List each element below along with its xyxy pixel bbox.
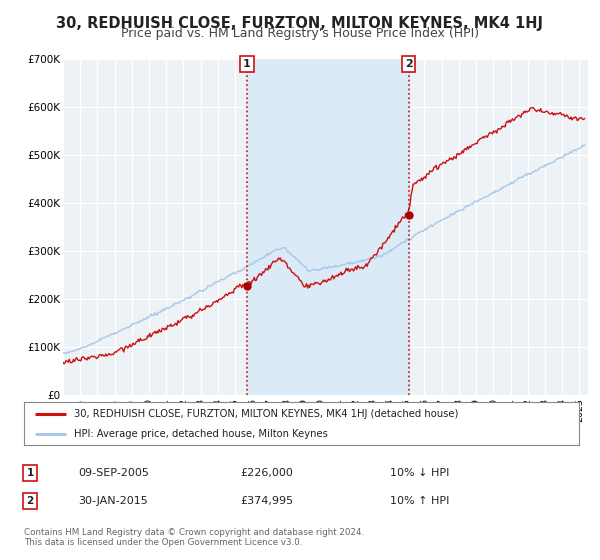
Text: £374,995: £374,995 — [240, 496, 293, 506]
Text: 1: 1 — [243, 59, 251, 69]
Text: £226,000: £226,000 — [240, 468, 293, 478]
Text: 10% ↑ HPI: 10% ↑ HPI — [390, 496, 449, 506]
Text: HPI: Average price, detached house, Milton Keynes: HPI: Average price, detached house, Milt… — [74, 430, 328, 440]
Text: 30, REDHUISH CLOSE, FURZTON, MILTON KEYNES, MK4 1HJ (detached house): 30, REDHUISH CLOSE, FURZTON, MILTON KEYN… — [74, 409, 458, 419]
Text: 09-SEP-2005: 09-SEP-2005 — [78, 468, 149, 478]
Text: 1: 1 — [26, 468, 34, 478]
Text: 30, REDHUISH CLOSE, FURZTON, MILTON KEYNES, MK4 1HJ: 30, REDHUISH CLOSE, FURZTON, MILTON KEYN… — [56, 16, 544, 31]
Text: Contains HM Land Registry data © Crown copyright and database right 2024.
This d: Contains HM Land Registry data © Crown c… — [24, 528, 364, 547]
Text: 30-JAN-2015: 30-JAN-2015 — [78, 496, 148, 506]
Text: Price paid vs. HM Land Registry's House Price Index (HPI): Price paid vs. HM Land Registry's House … — [121, 27, 479, 40]
Text: 10% ↓ HPI: 10% ↓ HPI — [390, 468, 449, 478]
Text: 2: 2 — [26, 496, 34, 506]
Text: 2: 2 — [405, 59, 413, 69]
Bar — [247, 59, 409, 395]
